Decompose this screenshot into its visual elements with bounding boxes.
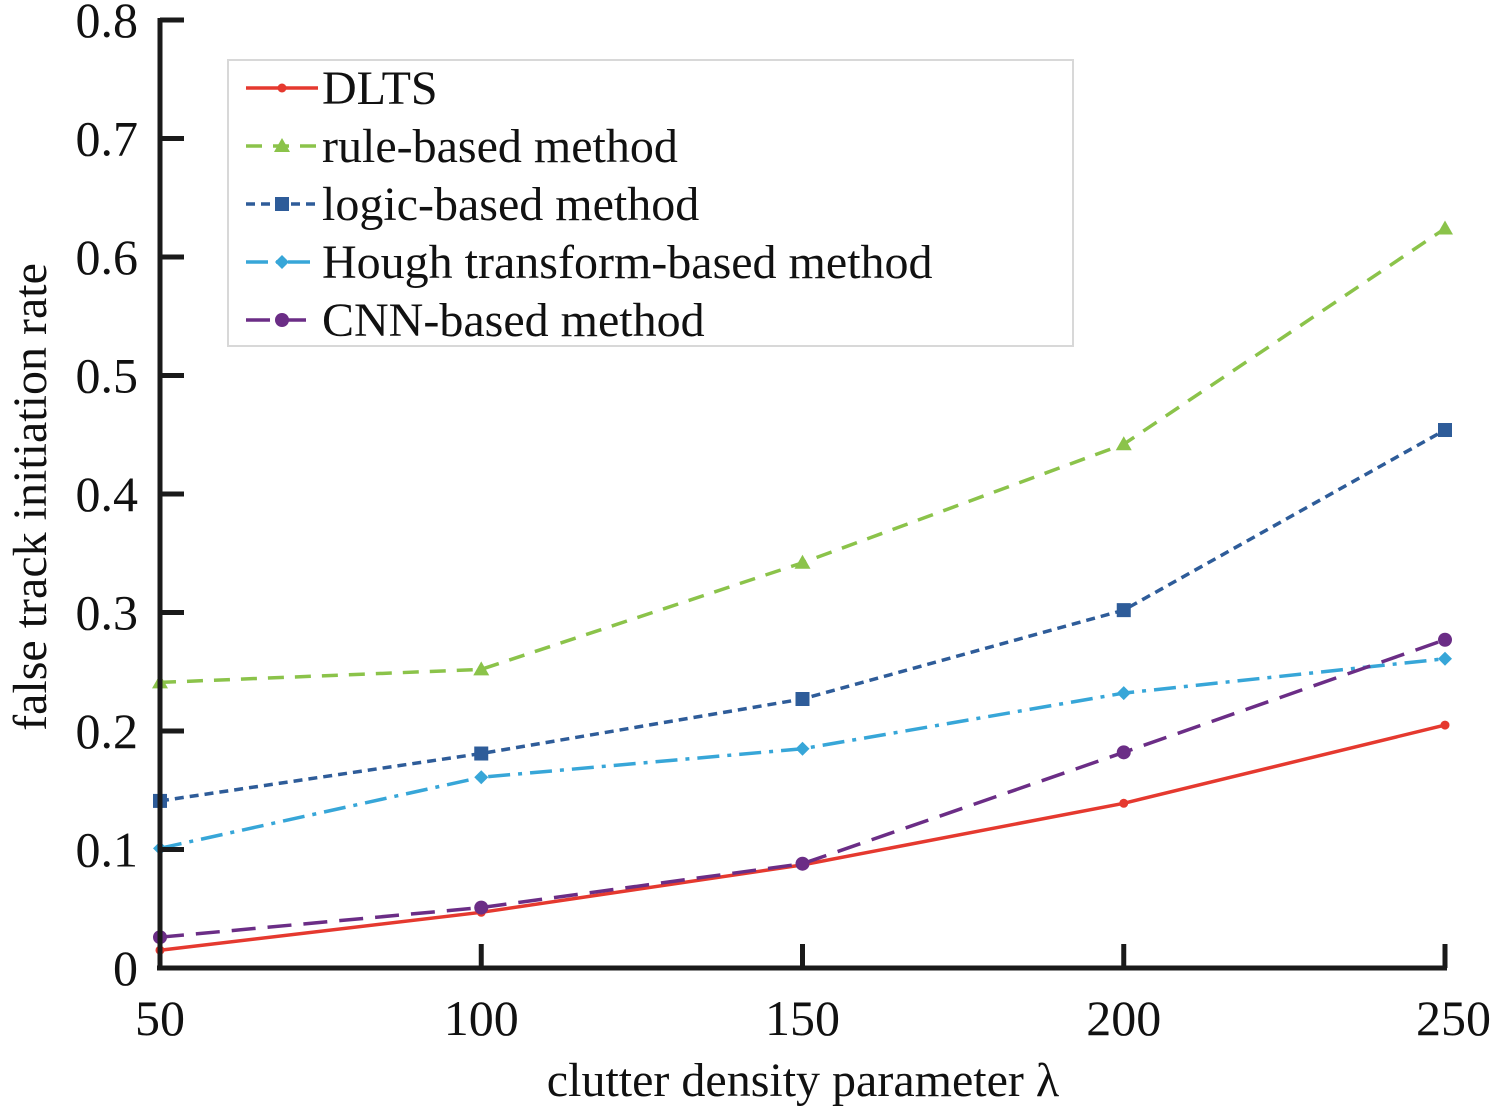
series-hough-based: [153, 651, 1452, 856]
data-point-rule-based: [1115, 436, 1132, 451]
data-point-rule-based: [1437, 220, 1453, 235]
x-tick-label: 250: [1416, 990, 1491, 1046]
data-point-cnn-based: [1438, 632, 1452, 647]
series-line-cnn-based: [159, 638, 1446, 939]
data-point-logic-based: [795, 692, 810, 707]
y-tick-label: 0.1: [76, 822, 139, 878]
x-tick-label: 50: [135, 990, 185, 1046]
legend-item-rule-based: rule-based method: [246, 120, 678, 173]
data-point-cnn-based: [795, 856, 810, 871]
legend-label: Hough transform-based method: [322, 236, 933, 289]
legend-label: logic-based method: [322, 178, 699, 231]
legend-item-logic-based: logic-based method: [246, 178, 699, 231]
legend-item-hough-based: Hough transform-based method: [246, 236, 933, 289]
legend-item-cnn-based: CNN-based method: [246, 294, 705, 347]
legend-marker: [275, 255, 289, 269]
data-point-cnn-based: [474, 900, 489, 915]
data-point-logic-based: [1116, 603, 1131, 618]
y-tick-label: 0.6: [76, 229, 139, 285]
legend-marker: [274, 138, 290, 152]
legend-marker: [275, 313, 289, 327]
legend-item-dlts: DLTS: [246, 62, 438, 115]
legend-label: DLTS: [322, 62, 438, 115]
x-tick-label: 150: [765, 990, 840, 1046]
series-logic-based: [153, 423, 1452, 808]
y-tick-label: 0: [113, 940, 138, 996]
x-tick-label: 200: [1086, 990, 1161, 1046]
y-tick-label: 0.7: [76, 111, 139, 167]
x-tick-label: 100: [444, 990, 519, 1046]
x-axis-title: clutter density parameter λ: [547, 1054, 1060, 1107]
y-tick-label: 0.2: [76, 703, 139, 759]
data-point-hough-based: [1116, 686, 1131, 701]
legend-label: rule-based method: [322, 120, 678, 173]
data-point-rule-based: [473, 661, 490, 676]
series-line-dlts: [159, 723, 1446, 952]
data-point-dlts: [1440, 720, 1450, 730]
series-layer: [152, 220, 1453, 955]
y-tick-label: 0.4: [76, 466, 139, 522]
y-tick-label: 0.8: [76, 0, 139, 48]
series-cnn-based: [153, 632, 1452, 945]
data-point-rule-based: [794, 554, 811, 569]
legend-marker: [277, 83, 287, 93]
data-point-cnn-based: [1116, 745, 1131, 760]
data-point-dlts: [1119, 798, 1129, 808]
y-tick-label: 0.3: [76, 585, 139, 641]
data-point-logic-based: [1438, 423, 1452, 438]
legend-marker: [275, 197, 289, 211]
data-point-hough-based: [1438, 651, 1452, 666]
data-point-logic-based: [474, 746, 489, 761]
ticks: 0 0.1 0.2 0.3 0.4 0.5 0.6 0.7 0.8 50 100 150 200 250: [76, 0, 1492, 1046]
y-axis-title: false track initiation rate: [4, 263, 57, 731]
data-point-hough-based: [795, 741, 810, 756]
y-tick-label: 0.5: [76, 348, 139, 404]
data-point-hough-based: [474, 770, 489, 785]
legend-box: [227, 59, 1074, 347]
legend-label: CNN-based method: [322, 294, 705, 347]
